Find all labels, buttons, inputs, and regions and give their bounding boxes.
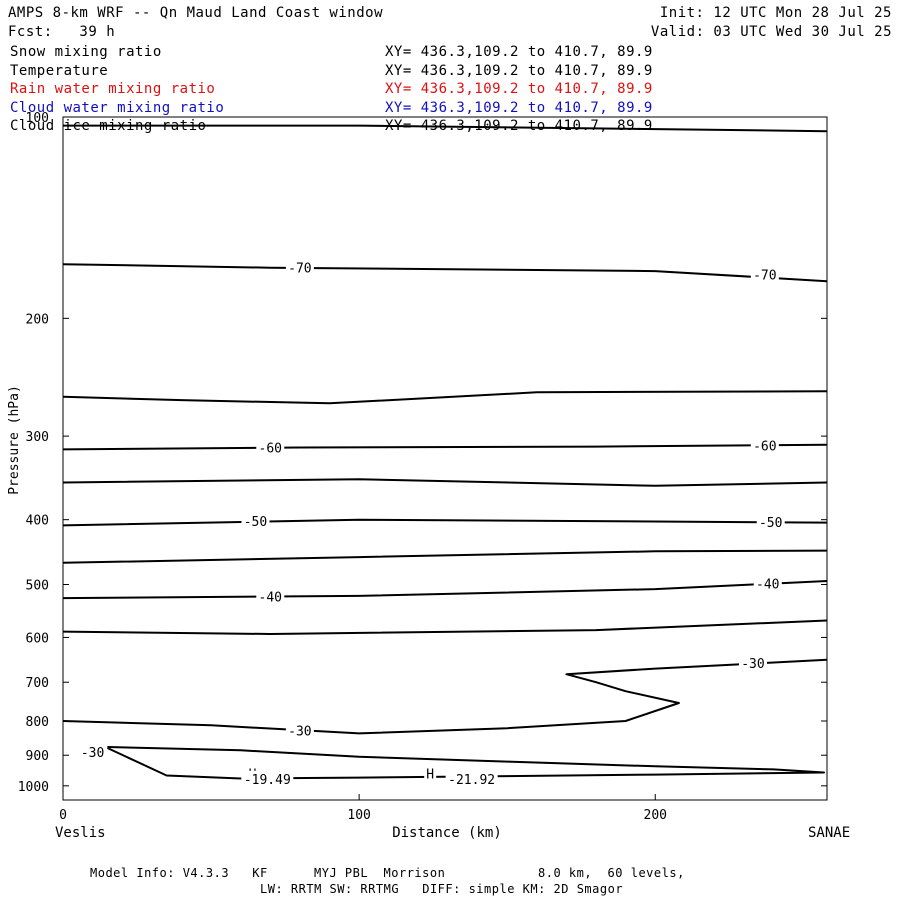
x-axis-label: Distance (km): [392, 825, 502, 841]
contour-label-bg: [78, 743, 107, 759]
model-info: Model Info: V4.3.3 KF MYJ PBL Morrison 8…: [90, 866, 685, 880]
valid-time: Valid: 03 UTC Wed 30 Jul 25: [650, 24, 892, 40]
contour-label: -30: [288, 725, 311, 740]
field-name-cloud-water: Cloud water mixing ratio: [10, 100, 225, 116]
endpoint-left-label: Veslis: [55, 825, 106, 841]
window-title: AMPS 8-km WRF -- Qn Maud Land Coast wind…: [8, 5, 384, 21]
contour-label-bg: [756, 513, 785, 529]
contour-label-bg: [256, 588, 285, 604]
contour-label: -60: [259, 442, 282, 457]
contour-label: -19.49: [244, 773, 291, 788]
plot-frame: [62, 116, 828, 801]
isotherm-contour: [62, 263, 828, 283]
y-tick-label: 700: [26, 676, 49, 691]
contour-label: -30: [81, 746, 104, 761]
contour-label-bg: [285, 722, 314, 738]
forecast-hour: Fcst: 39 h: [8, 24, 116, 40]
y-tick-label: 900: [26, 749, 49, 764]
isotherm-contour: [62, 518, 828, 527]
isotherm-contour: [62, 478, 828, 487]
field-name-temperature: Temperature: [10, 63, 109, 79]
isotherm-contour: [62, 619, 828, 635]
contour-label-bg: [750, 437, 779, 453]
contour-label: -40: [259, 590, 282, 605]
field-xy-snow: XY= 436.3,109.2 to 410.7, 89.9: [385, 44, 653, 60]
field-name-snow: Snow mixing ratio: [10, 44, 162, 60]
y-tick-label: 100: [26, 111, 49, 126]
contour-label: -50: [244, 515, 267, 530]
contour-label-bg: [738, 654, 767, 670]
contour-label: -30: [741, 657, 764, 672]
y-tick-label: 800: [26, 715, 49, 730]
y-axis-label: Pressure (hPa): [7, 385, 22, 495]
isotherm-contour: [62, 580, 828, 600]
x-tick-label: 0: [59, 808, 67, 823]
isotherm-contour: [62, 443, 828, 451]
contour-label: H: [426, 767, 434, 782]
contour-label-bg: [753, 575, 782, 591]
contour-label: -70: [288, 262, 311, 277]
contour-label: -21.92: [448, 773, 495, 788]
contour-label-bg: [445, 770, 498, 786]
isotherm-contour: [62, 549, 828, 564]
y-tick-label: 200: [26, 312, 49, 327]
contour-label: -50: [759, 516, 782, 531]
isotherm-contour: [106, 746, 825, 780]
y-tick-label: 1000: [18, 780, 49, 795]
init-time: Init: 12 UTC Mon 28 Jul 25: [659, 5, 892, 21]
contour-label-bg: [285, 259, 314, 275]
physics-info: LW: RRTM SW: RRTMG DIFF: simple KM: 2D S…: [260, 882, 624, 896]
contour-label: -60: [753, 440, 776, 455]
contour-label-bg: [424, 765, 437, 781]
contour-label: -40: [756, 577, 779, 592]
contour-label-bg: [241, 770, 294, 786]
y-tick-label: 300: [26, 430, 49, 445]
isotherm-contour: [63, 124, 828, 133]
contour-label-bg: [750, 266, 779, 282]
endpoint-right-label: SANAE: [808, 825, 850, 841]
field-xy-temperature: XY= 436.3,109.2 to 410.7, 89.9: [385, 63, 653, 79]
field-xy-rain: XY= 436.3,109.2 to 410.7, 89.9: [385, 81, 653, 97]
contour-label: -70: [753, 269, 776, 284]
field-xy-cloud-water: XY= 436.3,109.2 to 410.7, 89.9: [385, 100, 653, 116]
field-name-rain: Rain water mixing ratio: [10, 81, 216, 97]
contour-label-bg: [241, 513, 270, 529]
y-tick-label: 400: [26, 514, 49, 529]
isotherm-contour: [62, 658, 828, 735]
contour-label-bg: [256, 439, 285, 455]
y-tick-label: 600: [26, 631, 49, 646]
isotherm-contour: [62, 390, 828, 405]
x-tick-label: 100: [347, 808, 370, 823]
x-tick-label: 200: [644, 808, 667, 823]
y-tick-label: 500: [26, 578, 49, 593]
